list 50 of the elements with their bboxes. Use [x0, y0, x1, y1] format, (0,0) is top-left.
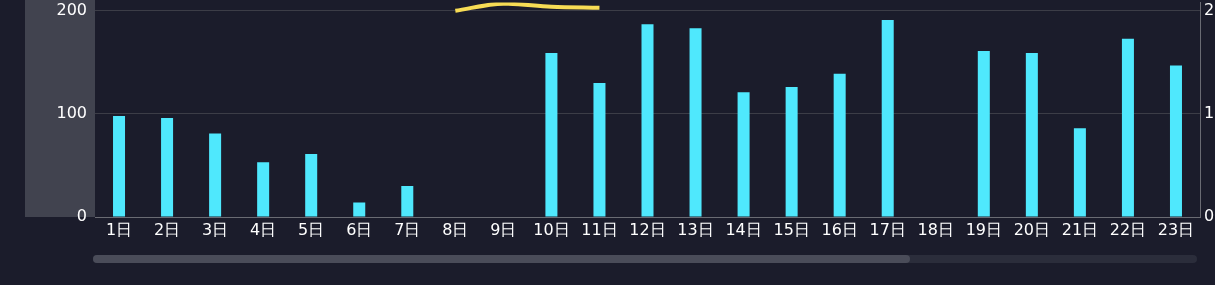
x-tick-label: 1日: [105, 219, 133, 239]
y2-tick-label: 0: [1204, 206, 1215, 226]
bar: [161, 118, 174, 217]
x-tick-label: 3日: [202, 219, 229, 239]
bar: [113, 115, 126, 217]
x-tick-label: 8日: [442, 219, 469, 239]
bar: [833, 73, 846, 217]
x-tick-label: 6日: [346, 219, 373, 239]
bar: [689, 28, 702, 217]
bar: [737, 92, 750, 217]
x-tick-label: 23日: [1157, 219, 1195, 239]
x-tick-label: 17日: [869, 219, 906, 239]
x-tick-label: 18日: [917, 219, 954, 239]
x-tick-label: 12日: [629, 219, 666, 239]
y-tick-label: 100: [56, 103, 87, 123]
bar: [305, 154, 318, 217]
x-tick-label: 9日: [490, 219, 517, 239]
x-tick-label: 15日: [773, 219, 810, 239]
y2-tick-label: 1: [1204, 103, 1215, 123]
x-tick-label: 10日: [533, 219, 570, 239]
y2-tick-label: 2: [1204, 0, 1215, 19]
x-tick-label: 7日: [394, 219, 421, 239]
y-tick-label: 200: [56, 0, 87, 19]
y-tick-label: 0: [76, 206, 87, 226]
bar: [1025, 53, 1038, 217]
x-tick-label: 11日: [581, 219, 618, 239]
x-tick-label: 21日: [1061, 219, 1099, 239]
x-tick-label: 20日: [1013, 219, 1051, 239]
bar: [545, 53, 558, 217]
bar: [257, 162, 270, 217]
x-tick-label: 19日: [965, 219, 1002, 239]
x-tick-label: 4日: [250, 219, 277, 239]
line-series: [453, 2, 602, 13]
bar: [353, 202, 366, 217]
x-tick-label: 22日: [1109, 219, 1147, 239]
bar: [977, 51, 990, 217]
bar: [1073, 128, 1086, 217]
bar: [593, 83, 606, 217]
bar: [881, 20, 894, 217]
x-tick-label: 16日: [821, 219, 858, 239]
bar: [401, 186, 414, 217]
x-tick-label: 13日: [677, 219, 714, 239]
x-tick-label: 2日: [153, 219, 181, 239]
x-tick-label: 14日: [725, 219, 762, 239]
bar: [785, 87, 798, 217]
bar: [1121, 38, 1134, 217]
x-tick-label: 5日: [298, 219, 325, 239]
bar: [641, 24, 654, 217]
bar: [1169, 65, 1182, 217]
bar: [209, 133, 222, 217]
